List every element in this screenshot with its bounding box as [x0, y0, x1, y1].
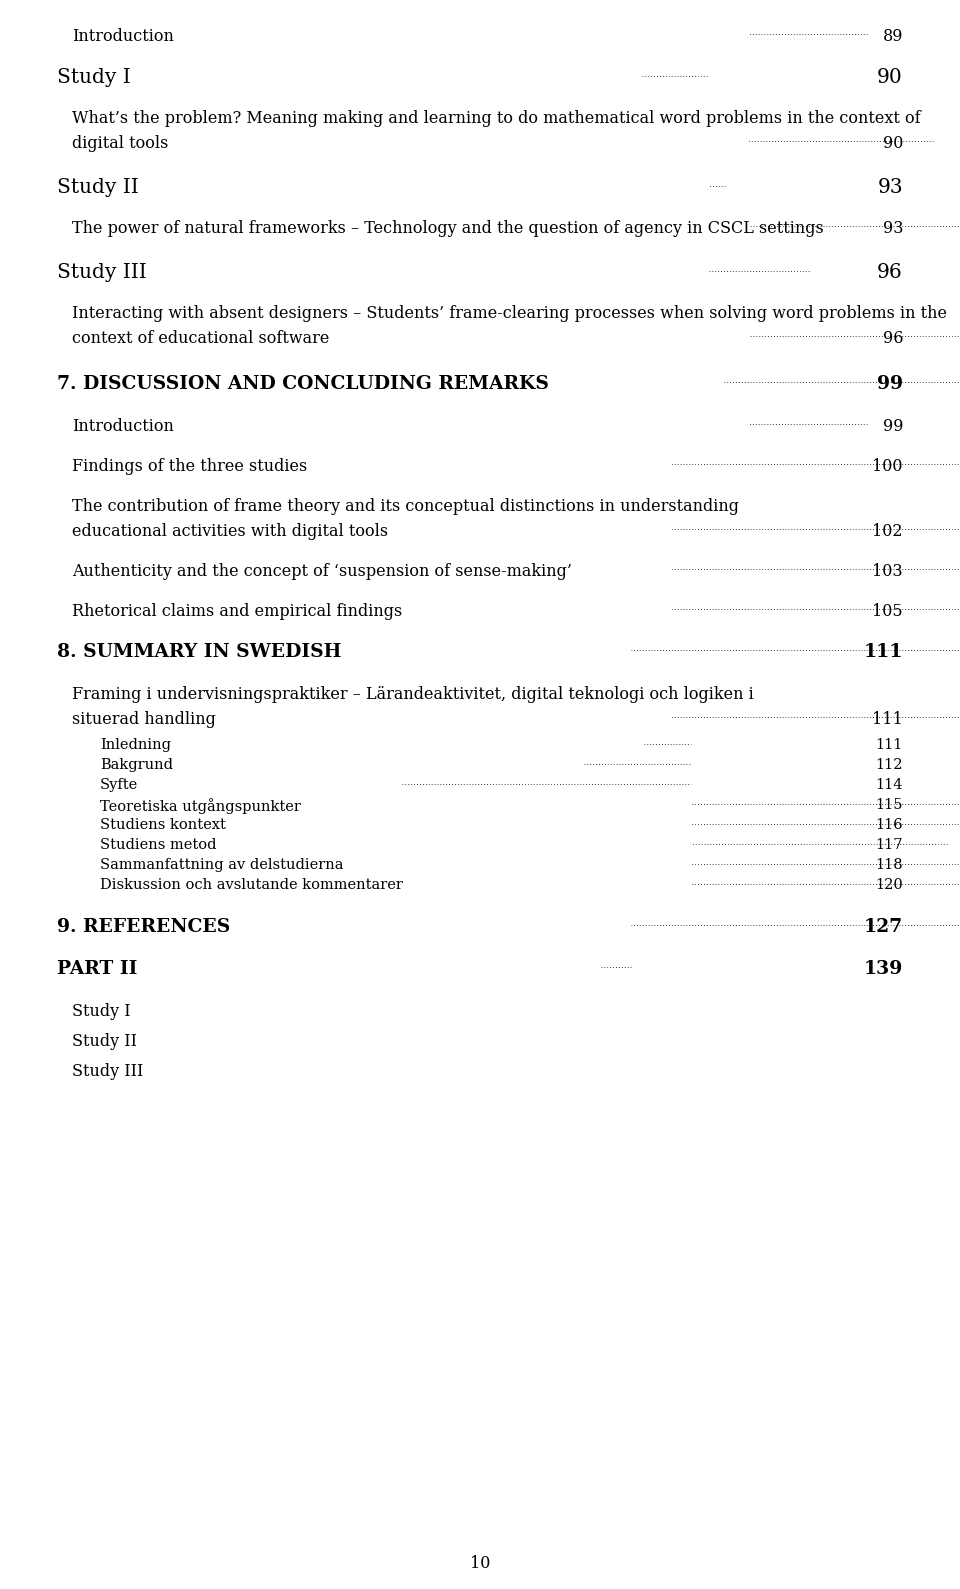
- Text: 114: 114: [876, 779, 903, 791]
- Text: The power of natural frameworks – Technology and the question of agency in CSCL : The power of natural frameworks – Techno…: [72, 219, 824, 237]
- Text: Introduction: Introduction: [72, 418, 174, 435]
- Text: 8. SUMMARY IN SWEDISH: 8. SUMMARY IN SWEDISH: [57, 644, 342, 661]
- Text: 10: 10: [469, 1556, 491, 1572]
- Text: 99: 99: [877, 375, 903, 392]
- Text: 118: 118: [876, 858, 903, 872]
- Text: Study III: Study III: [72, 1063, 143, 1081]
- Text: 103: 103: [873, 563, 903, 580]
- Text: 9. REFERENCES: 9. REFERENCES: [57, 918, 230, 936]
- Text: 139: 139: [864, 960, 903, 977]
- Text: 116: 116: [876, 818, 903, 833]
- Text: Interacting with absent designers – Students’ frame-clearing processes when solv: Interacting with absent designers – Stud…: [72, 305, 947, 323]
- Text: 93: 93: [882, 219, 903, 237]
- Text: Bakgrund: Bakgrund: [100, 758, 173, 772]
- Text: 111: 111: [873, 710, 903, 728]
- Text: 105: 105: [873, 602, 903, 620]
- Text: 115: 115: [876, 798, 903, 812]
- Text: 89: 89: [882, 29, 903, 44]
- Text: Introduction: Introduction: [72, 29, 174, 44]
- Text: What’s the problem? Meaning making and learning to do mathematical word problems: What’s the problem? Meaning making and l…: [72, 110, 921, 127]
- Text: digital tools: digital tools: [72, 135, 168, 153]
- Text: context of educational software: context of educational software: [72, 331, 329, 346]
- Text: Teoretiska utgångspunkter: Teoretiska utgångspunkter: [100, 798, 300, 814]
- Text: 117: 117: [876, 837, 903, 852]
- Text: 111: 111: [864, 644, 903, 661]
- Text: Study I: Study I: [72, 1003, 131, 1020]
- Text: situerad handling: situerad handling: [72, 710, 216, 728]
- Text: Rhetorical claims and empirical findings: Rhetorical claims and empirical findings: [72, 602, 402, 620]
- Text: Framing i undervisningspraktiker – Lärandeaktivitet, digital teknologi och logik: Framing i undervisningspraktiker – Läran…: [72, 686, 754, 702]
- Text: Diskussion och avslutande kommentarer: Diskussion och avslutande kommentarer: [100, 879, 403, 891]
- Text: 90: 90: [882, 135, 903, 153]
- Text: 120: 120: [876, 879, 903, 891]
- Text: educational activities with digital tools: educational activities with digital tool…: [72, 523, 388, 540]
- Text: Studiens kontext: Studiens kontext: [100, 818, 226, 833]
- Text: 7. DISCUSSION AND CONCLUDING REMARKS: 7. DISCUSSION AND CONCLUDING REMARKS: [57, 375, 549, 392]
- Text: Study I: Study I: [57, 68, 131, 87]
- Text: 90: 90: [877, 68, 903, 87]
- Text: 102: 102: [873, 523, 903, 540]
- Text: Authenticity and the concept of ‘suspension of sense-making’: Authenticity and the concept of ‘suspens…: [72, 563, 572, 580]
- Text: 96: 96: [877, 264, 903, 281]
- Text: 112: 112: [876, 758, 903, 772]
- Text: 93: 93: [877, 178, 903, 197]
- Text: 127: 127: [864, 918, 903, 936]
- Text: Study II: Study II: [72, 1033, 137, 1050]
- Text: The contribution of frame theory and its conceptual distinctions in understandin: The contribution of frame theory and its…: [72, 497, 739, 515]
- Text: Studiens metod: Studiens metod: [100, 837, 217, 852]
- Text: 111: 111: [876, 737, 903, 752]
- Text: 99: 99: [882, 418, 903, 435]
- Text: 100: 100: [873, 458, 903, 475]
- Text: Findings of the three studies: Findings of the three studies: [72, 458, 307, 475]
- Text: Inledning: Inledning: [100, 737, 171, 752]
- Text: 96: 96: [882, 331, 903, 346]
- Text: PART II: PART II: [57, 960, 137, 977]
- Text: Sammanfattning av delstudierna: Sammanfattning av delstudierna: [100, 858, 344, 872]
- Text: Study II: Study II: [57, 178, 139, 197]
- Text: Study III: Study III: [57, 264, 147, 281]
- Text: Syfte: Syfte: [100, 779, 138, 791]
